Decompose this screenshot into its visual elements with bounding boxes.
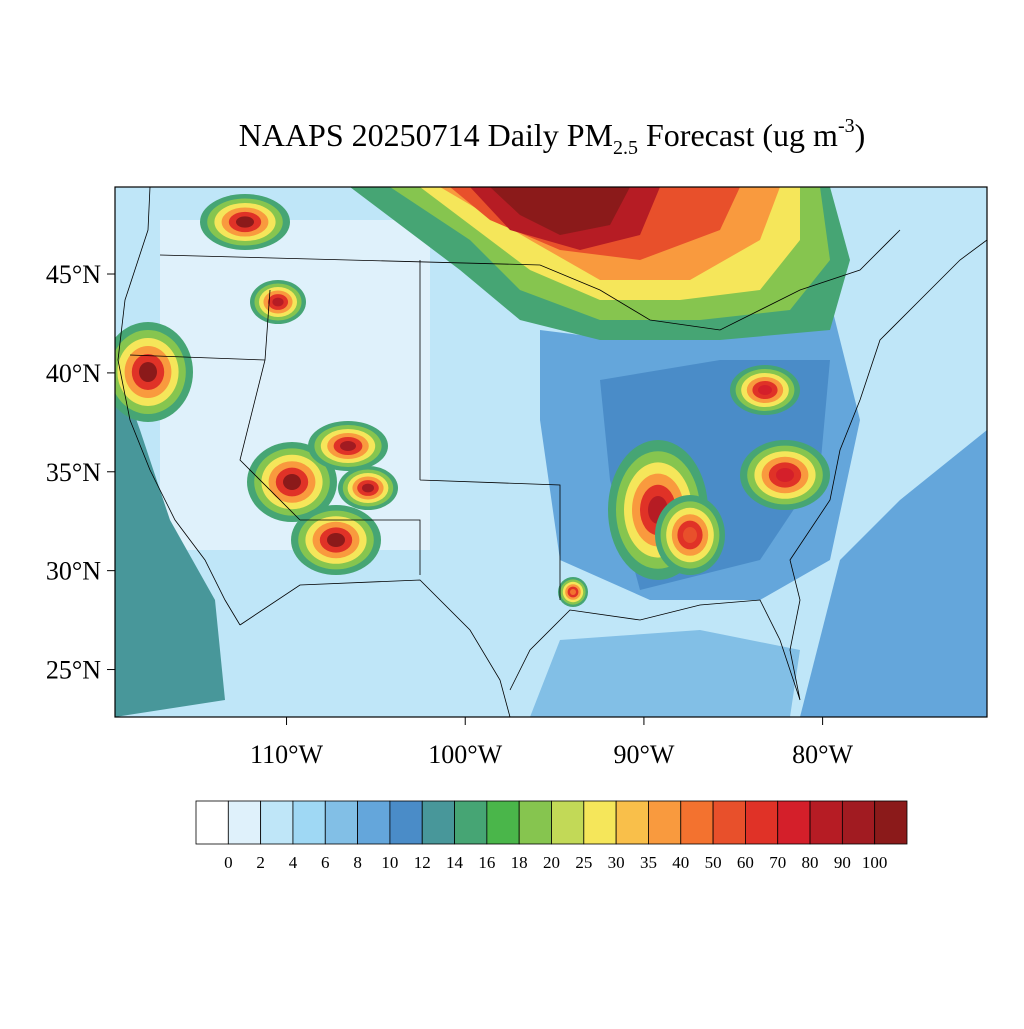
gulf-atlantic-coast (509, 239, 987, 701)
colorbar-swatch (874, 800, 908, 845)
pacific (115, 360, 225, 717)
colorbar-label: 60 (737, 853, 754, 872)
colorbar-swatch (324, 800, 358, 845)
axes: 45°N 40°N 35°N 30°N 25°N 110°W 100°W 90°W 80°W (46, 260, 854, 769)
title-text: ) (855, 117, 866, 153)
colorbar-swatch (583, 800, 617, 845)
colorbar-label: 30 (608, 853, 625, 872)
smoke-plume (570, 589, 576, 595)
colorbar-swatch (518, 800, 552, 845)
smoke-plume (327, 533, 345, 547)
title-text: NAAPS 20250714 Daily PM (239, 117, 613, 153)
lat-label: 40°N (46, 359, 101, 388)
colorbar-label: 50 (705, 853, 722, 872)
smoke-plume (683, 527, 697, 543)
lon-label: 110°W (250, 740, 323, 769)
title-subscript: 2.5 (613, 137, 638, 159)
lon-label: 90°W (613, 740, 674, 769)
us-canada-border (159, 229, 901, 331)
colorbar-swatch (486, 800, 520, 845)
title-superscript: -3 (838, 115, 855, 137)
colorbar-swatch (292, 800, 326, 845)
colorbar-swatch (389, 800, 423, 845)
colorbar-swatch (227, 800, 262, 845)
colorbar-swatch (745, 800, 779, 845)
smoke-plume (236, 216, 254, 228)
title: NAAPS 20250714 Daily PM2.5 Forecast (ug … (239, 115, 866, 159)
colorbar: 0 2 4 6 8 10 12 14 16 18 20 25 30 35 40 50 60 70 80 90 100 (195, 800, 908, 872)
colorbar-swatch (615, 800, 649, 845)
title-text: Forecast (ug m (638, 117, 838, 153)
lat-label: 35°N (46, 458, 101, 487)
colorbar-label: 35 (640, 853, 657, 872)
colorbar-swatch (551, 800, 585, 845)
colorbar-label: 12 (414, 853, 431, 872)
colorbar-swatch (195, 800, 229, 845)
boundaries (117, 187, 987, 717)
colorbar-swatch (260, 800, 294, 845)
colorbar-label: 25 (575, 853, 592, 872)
smoke-plume (758, 385, 772, 395)
colorbar-label: 0 (224, 853, 233, 872)
lat-label: 30°N (46, 557, 101, 586)
smoke-plume (776, 468, 794, 482)
gulf (530, 630, 800, 717)
state-lines (129, 260, 561, 600)
colorbar-label: 2 (256, 853, 265, 872)
colorbar-label: 10 (381, 853, 398, 872)
smoke-plume (362, 483, 374, 493)
colorbar-label: 18 (511, 853, 528, 872)
colorbar-swatch (357, 800, 391, 845)
colorbar-label: 4 (289, 853, 298, 872)
colorbar-label: 14 (446, 853, 464, 872)
colorbar-swatch (648, 800, 682, 845)
colorbar-label: 90 (834, 853, 851, 872)
colorbar-label: 8 (353, 853, 362, 872)
colorbar-swatch (680, 800, 714, 845)
colorbar-label: 6 (321, 853, 330, 872)
west-coast (117, 187, 241, 626)
smoke-plume (340, 441, 356, 451)
colorbar-label: 20 (543, 853, 560, 872)
colorbar-swatch (712, 800, 746, 845)
northern-plume (490, 187, 630, 235)
colorbar-swatch (809, 800, 843, 845)
smoke-plume (283, 474, 301, 490)
lon-label: 100°W (428, 740, 502, 769)
colorbar-swatch (841, 800, 876, 845)
lon-label: 80°W (792, 740, 853, 769)
colorbar-swatch (421, 800, 455, 845)
lat-label: 25°N (46, 656, 101, 685)
us-mexico-border (239, 579, 511, 717)
colorbar-swatch (454, 800, 488, 845)
colorbar-label: 80 (802, 853, 819, 872)
map-frame (114, 186, 988, 718)
colorbar-label: 40 (672, 853, 689, 872)
colorbar-label: 100 (862, 853, 888, 872)
colorbar-swatch (777, 800, 811, 845)
colorbar-label: 16 (478, 853, 495, 872)
smoke-plume (139, 362, 157, 382)
pm25-field (115, 187, 987, 717)
smoke-plume (272, 297, 284, 307)
colorbar-label: 70 (769, 853, 786, 872)
atlantic (800, 430, 987, 717)
lat-label: 45°N (46, 260, 101, 289)
